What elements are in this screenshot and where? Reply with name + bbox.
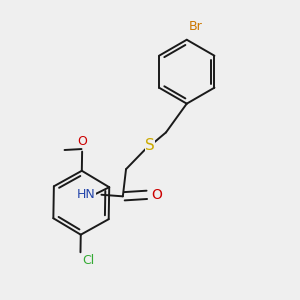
Text: Cl: Cl <box>82 254 94 267</box>
Text: O: O <box>77 135 87 148</box>
Text: HN: HN <box>77 188 96 201</box>
Text: O: O <box>152 188 163 202</box>
Text: Br: Br <box>188 20 202 33</box>
Text: S: S <box>145 138 155 153</box>
